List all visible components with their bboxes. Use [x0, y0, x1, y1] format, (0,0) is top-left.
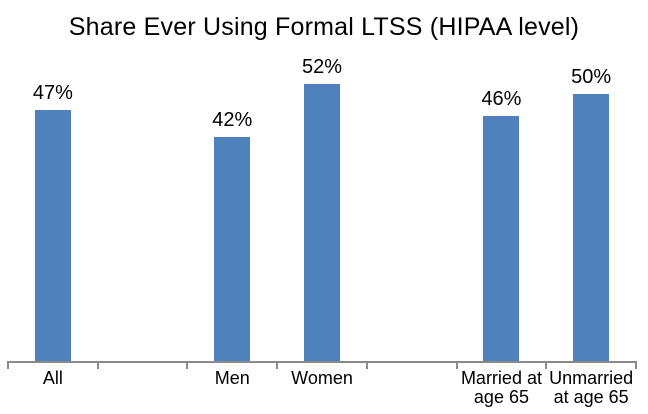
- x-axis-category-label: [98, 369, 188, 408]
- x-axis-tick: [276, 361, 279, 369]
- bar-value-label: 47%: [32, 82, 73, 105]
- x-axis-tick: [186, 361, 189, 369]
- x-axis-category-label: [367, 369, 457, 408]
- bar-value-label: 52%: [302, 55, 343, 78]
- x-axis-labels: All Men Women Married at age 65 Unmarried at…: [8, 368, 636, 408]
- x-axis-category-label: Men: [214, 368, 250, 388]
- bar: [483, 115, 520, 361]
- bar: [214, 137, 251, 361]
- x-axis-tick: [365, 361, 368, 369]
- bar: [573, 94, 610, 361]
- x-axis-category-label: Women: [291, 368, 353, 388]
- x-axis-category-label: Married at age 65: [460, 368, 542, 408]
- bar-value-label: 50%: [571, 66, 612, 89]
- x-axis-category-label: All: [42, 368, 63, 388]
- x-axis-tick: [96, 361, 99, 369]
- bar-slot: 46%: [457, 41, 547, 361]
- bar: [34, 110, 71, 361]
- bar-value-label: 46%: [481, 87, 522, 110]
- bar-slot: 50%: [546, 41, 636, 361]
- x-axis-line: [8, 361, 636, 363]
- x-axis-tick: [455, 361, 458, 369]
- bar-value-label: 42%: [212, 109, 253, 131]
- bar-slot: 47%: [8, 41, 98, 361]
- spacer-slot: [367, 41, 457, 361]
- x-axis-ticks: [7, 361, 637, 369]
- bar-slot: 52%: [277, 41, 367, 361]
- x-axis-tick: [545, 361, 548, 369]
- plot-area: 47% 42% 52% 46% 50%: [8, 41, 636, 361]
- x-axis-tick: [7, 361, 9, 369]
- spacer-slot: [98, 41, 188, 361]
- chart-title: Share Ever Using Formal LTSS (HIPAA leve…: [68, 13, 580, 41]
- x-axis-tick: [635, 361, 637, 369]
- bar: [304, 83, 341, 361]
- bar-slot: 42%: [187, 41, 277, 361]
- x-axis-category-label: Unmarried at age 65: [549, 368, 634, 408]
